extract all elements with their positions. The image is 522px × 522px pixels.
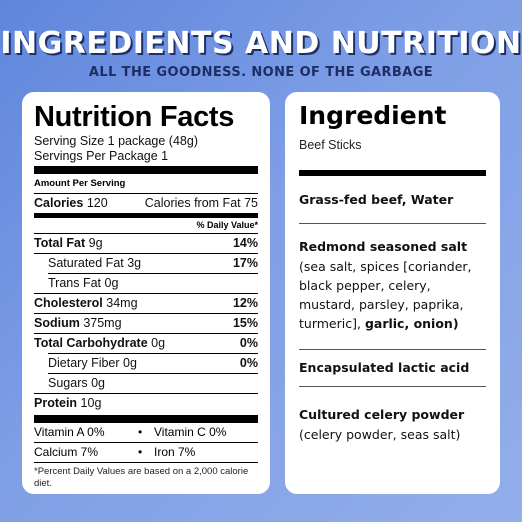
nutrition-facts-title: Nutrition Facts <box>34 101 235 133</box>
nutrient-dv: 15% <box>232 316 258 330</box>
nutrient-row-total-carbohydrate: Total Carbohydrate 0g 0% <box>34 334 258 353</box>
nutrient-label: Saturated Fat <box>48 256 124 270</box>
vitamin-a: Vitamin A 0% <box>34 425 105 439</box>
nutrient-label: Dietary Fiber <box>48 356 120 370</box>
nutrient-amount: 3g <box>127 256 142 270</box>
calories-value: 120 <box>86 196 108 210</box>
nutrient-amount: 9g <box>88 236 103 250</box>
nutrient-dv: 12% <box>232 296 258 310</box>
vitamin-row: Calcium 7% • Iron 7% <box>34 443 258 462</box>
ingredient-name: Grass-fed beef, Water <box>299 192 454 207</box>
ingredient-name: Encapsulated lactic acid <box>299 360 470 375</box>
divider-thick <box>34 415 258 423</box>
ingredient-item: Encapsulated lactic acid <box>299 350 486 387</box>
product-name: Beef Sticks <box>299 138 362 152</box>
nutrient-dv: 0% <box>239 356 258 370</box>
daily-value-header: % Daily Value* <box>196 220 258 230</box>
divider-thick <box>34 166 258 174</box>
nutrient-row-protein: Protein 10g <box>34 394 258 413</box>
nutrient-row-dietary-fiber: Dietary Fiber 0g 0% <box>34 354 258 373</box>
vitamin-row: Vitamin A 0% • Vitamin C 0% <box>34 423 258 442</box>
page-subtitle: ALL THE GOODNESS. NONE OF THE GARBAGE <box>88 65 434 80</box>
nutrient-amount: 0g <box>123 356 137 370</box>
nutrient-row-sodium: Sodium 375mg 15% <box>34 314 258 333</box>
nutrition-facts-panel: Nutrition Facts Serving Size 1 package (… <box>22 92 270 494</box>
divider-medium <box>34 213 258 218</box>
nutrient-label: Sugars <box>48 376 88 390</box>
nutrient-amount: 0g <box>151 336 166 350</box>
nutrient-label: Trans Fat <box>48 276 102 290</box>
nutrient-label: Total Fat <box>34 236 86 250</box>
calories-label: Calories <box>34 196 84 210</box>
ingredient-name: Cultured celery powder <box>299 407 465 422</box>
divider-thick <box>299 170 486 176</box>
calcium: Calcium 7% <box>34 445 99 459</box>
nutrient-dv: 14% <box>232 236 258 250</box>
ingredient-item: Cultured celery powder (celery powder, s… <box>299 387 486 456</box>
nutrient-row-saturated-fat: Saturated Fat 3g 17% <box>34 254 258 273</box>
nutrient-amount: 34mg <box>106 296 138 310</box>
calories-row: Calories 120 Calories from Fat 75 <box>34 194 258 213</box>
ingredient-detail: (sea salt, spices [coriander, black pepp… <box>299 257 486 333</box>
nutrient-label: Sodium <box>34 316 80 330</box>
bullet: • <box>138 445 143 459</box>
iron: Iron 7% <box>154 445 196 459</box>
nutrient-amount: 375mg <box>83 316 122 330</box>
ingredient-detail-bold: garlic, onion) <box>364 316 459 331</box>
nutrient-amount: 0g <box>91 376 105 390</box>
nutrient-row-total-fat: Total Fat 9g 14% <box>34 234 258 253</box>
nutrient-amount: 10g <box>80 396 102 410</box>
nutrient-dv: 0% <box>239 336 258 350</box>
page-title: INGREDIENTS AND NUTRITION <box>0 26 522 61</box>
vitamin-c: Vitamin C 0% <box>154 425 227 439</box>
ingredient-name: Redmond seasoned salt <box>299 239 468 254</box>
servings-per-package: Servings Per Package 1 <box>34 149 169 163</box>
nutrient-row-cholesterol: Cholesterol 34mg 12% <box>34 294 258 313</box>
nutrient-amount: 0g <box>104 276 119 290</box>
nutrient-label: Total Carbohydrate <box>34 336 148 350</box>
daily-value-footnote: *Percent Daily Values are based on a 2,0… <box>34 466 249 489</box>
nutrient-label: Cholesterol <box>34 296 103 310</box>
nutrient-dv: 17% <box>232 256 258 270</box>
ingredients-title: Ingredient <box>299 101 447 130</box>
ingredient-item: Grass-fed beef, Water <box>299 176 486 224</box>
nutrient-label: Protein <box>34 396 78 410</box>
nutrient-row-sugars: Sugars 0g <box>34 374 258 393</box>
bullet: • <box>138 425 143 439</box>
serving-size: Serving Size 1 package (48g) <box>34 134 198 148</box>
divider <box>34 233 258 234</box>
ingredient-detail: (celery powder, seas salt) <box>299 427 461 442</box>
divider <box>34 193 258 194</box>
nutrient-row-trans-fat: Trans Fat 0g <box>34 274 258 293</box>
ingredient-detail-text: (sea salt, spices [coriander, black pepp… <box>299 259 472 331</box>
ingredients-panel: Ingredient Beef Sticks Grass-fed beef, W… <box>285 92 500 494</box>
amount-per-serving: Amount Per Serving <box>34 178 126 189</box>
ingredient-item: Redmond seasoned salt (sea salt, spices … <box>299 224 486 350</box>
calories-from-fat: Calories from Fat 75 <box>144 196 258 210</box>
